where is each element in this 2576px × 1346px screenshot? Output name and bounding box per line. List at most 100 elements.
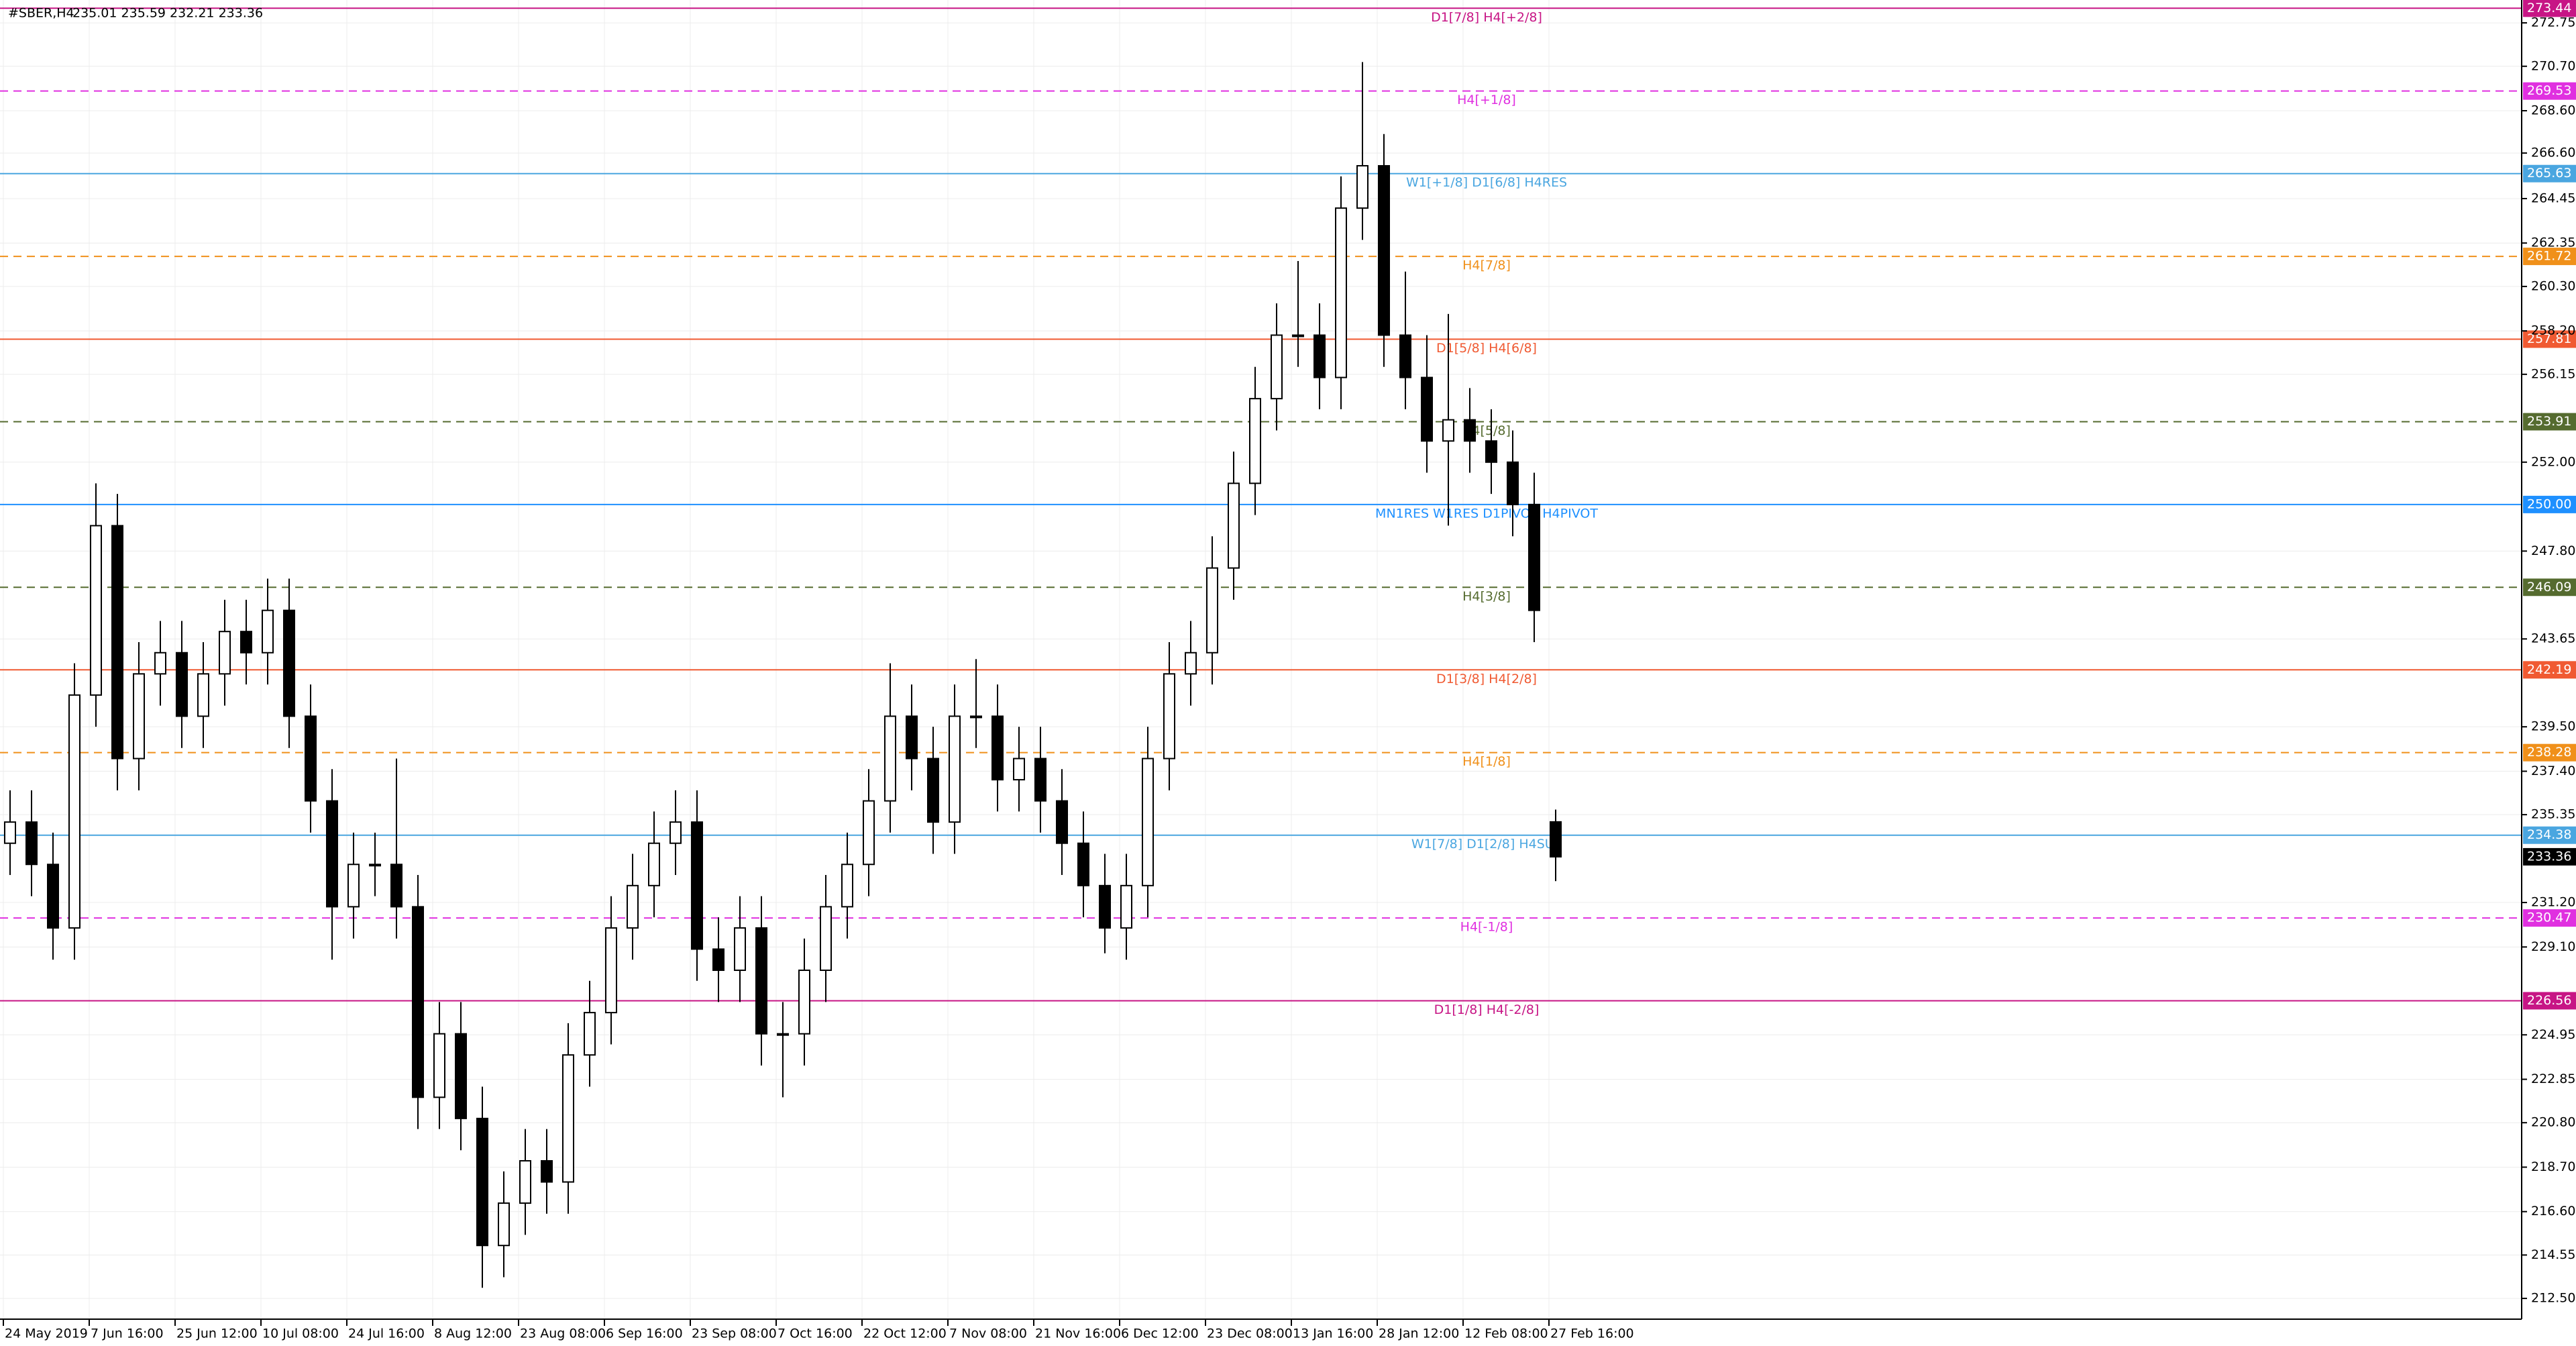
x-tick-label: 7 Nov 08:00 — [949, 1327, 1027, 1341]
candle-body — [262, 609, 274, 654]
y-tick-label: 218.70 — [2531, 1159, 2575, 1174]
candle-body — [562, 1054, 574, 1183]
candle-body — [1313, 334, 1326, 378]
price-box — [2523, 164, 2576, 183]
x-tick-label: 27 Feb 16:00 — [1550, 1327, 1634, 1341]
candles — [4, 62, 1562, 1288]
price-box — [2523, 330, 2576, 348]
y-tick-label: 260.30 — [2531, 278, 2575, 293]
candle-body — [90, 525, 102, 696]
candle-body — [1399, 334, 1411, 378]
candle-body — [240, 631, 252, 654]
candle-body — [1528, 503, 1540, 611]
candle-body — [369, 864, 381, 867]
price-box — [2523, 909, 2576, 927]
level-label: H4[+1/8] — [1457, 93, 1516, 107]
price-box — [2523, 413, 2576, 431]
candle-body — [1185, 652, 1197, 675]
candle-body — [669, 821, 682, 844]
candle-body — [584, 1012, 596, 1056]
x-tick-label: 24 Jul 16:00 — [348, 1327, 425, 1341]
candle-body — [1228, 482, 1240, 569]
y-tick-label: 239.50 — [2531, 719, 2575, 734]
y-tick-label: 258.20 — [2531, 323, 2575, 338]
y-tick-label: 266.60 — [2531, 146, 2575, 160]
candle-body — [734, 927, 746, 972]
candle-body — [1142, 758, 1154, 886]
price-box — [2523, 578, 2576, 597]
level-label: H4[3/8] — [1462, 589, 1511, 604]
candle-body — [863, 800, 875, 866]
price-box — [2523, 826, 2576, 844]
level-label: MN1RES W1RES D1PIVOT H4PIVOT — [1375, 506, 1598, 521]
candle-body — [1013, 758, 1025, 781]
x-tick-label: 23 Dec 08:00 — [1207, 1327, 1293, 1341]
candle-body — [133, 673, 145, 760]
y-tick-label: 229.10 — [2531, 939, 2575, 954]
price-box — [2523, 495, 2576, 513]
candle-body — [1378, 165, 1390, 336]
candle-body — [927, 758, 939, 823]
x-tick-label: 7 Oct 16:00 — [777, 1327, 853, 1341]
candle-body — [841, 864, 853, 908]
candle-body — [498, 1202, 510, 1247]
level-label: W1[+1/8] D1[6/8] H4RES — [1406, 175, 1567, 190]
candle-body — [949, 715, 961, 823]
price-box-label: 246.09 — [2527, 580, 2571, 594]
y-tick-label: 272.75 — [2531, 15, 2575, 30]
candle-body — [1421, 376, 1433, 442]
candle-body — [25, 821, 38, 866]
candle-body — [1206, 567, 1218, 654]
candle-body — [820, 906, 832, 972]
symbol: #SBER,H4 — [8, 6, 74, 21]
candle-body — [691, 821, 703, 950]
x-tick-label: 25 Jun 12:00 — [176, 1327, 258, 1341]
current-price-box — [2523, 847, 2576, 866]
candle-body — [1507, 461, 1519, 505]
price-box-label: 234.38 — [2527, 827, 2571, 842]
candle-body — [1163, 673, 1175, 760]
price-box — [2523, 743, 2576, 762]
price-box-label: 273.44 — [2527, 1, 2571, 15]
price-box — [2523, 661, 2576, 679]
price-box-label: 226.56 — [2527, 993, 2571, 1008]
y-tick-label: 212.50 — [2531, 1291, 2575, 1306]
candle-body — [47, 864, 59, 929]
level-label: H4[1/8] — [1462, 754, 1511, 769]
candle-body — [111, 525, 123, 760]
level-label: H4[7/8] — [1462, 258, 1511, 273]
price-box-label: 257.81 — [2527, 331, 2571, 346]
candle-body — [991, 715, 1004, 781]
y-tick-label: 264.45 — [2531, 191, 2575, 205]
price-box-label: 269.53 — [2527, 83, 2571, 98]
candle-body — [1292, 334, 1304, 338]
y-tick-label: 224.95 — [2531, 1027, 2575, 1042]
y-tick-label: 222.85 — [2531, 1072, 2575, 1086]
x-tick-label: 21 Nov 16:00 — [1035, 1327, 1121, 1341]
y-tick-label: 220.80 — [2531, 1115, 2575, 1130]
candle-body — [884, 715, 896, 802]
x-tick-label: 23 Sep 08:00 — [692, 1327, 777, 1341]
candle-body — [4, 821, 16, 844]
quote: 235.01 235.59 232.21 233.36 — [72, 6, 263, 21]
x-tick-label: 22 Oct 12:00 — [863, 1327, 947, 1341]
price-box-label: 265.63 — [2527, 166, 2571, 180]
y-tick-label: 216.60 — [2531, 1204, 2575, 1219]
y-tick-label: 252.00 — [2531, 454, 2575, 469]
candle-body — [541, 1159, 553, 1183]
candle-body — [1271, 334, 1283, 400]
candle-body — [1034, 758, 1046, 802]
levels: D1[7/8] H4[+2/8] 273.44 H4[+1/8] 269.53 W1[+… — [0, 0, 2576, 1017]
price-box-label: 238.28 — [2527, 745, 2571, 760]
price-box — [2523, 82, 2576, 100]
candle-body — [219, 631, 231, 675]
y-tick-label: 231.20 — [2531, 895, 2575, 910]
candle-body — [433, 1033, 445, 1098]
level-label: D1[1/8] H4[-2/8] — [1434, 1002, 1540, 1017]
candle-body — [1464, 419, 1476, 442]
price-box — [2523, 248, 2576, 266]
x-tick-label: 6 Sep 16:00 — [606, 1327, 683, 1341]
y-tick-label: 214.55 — [2531, 1247, 2575, 1262]
current-price-label: 233.36 — [2527, 849, 2571, 864]
